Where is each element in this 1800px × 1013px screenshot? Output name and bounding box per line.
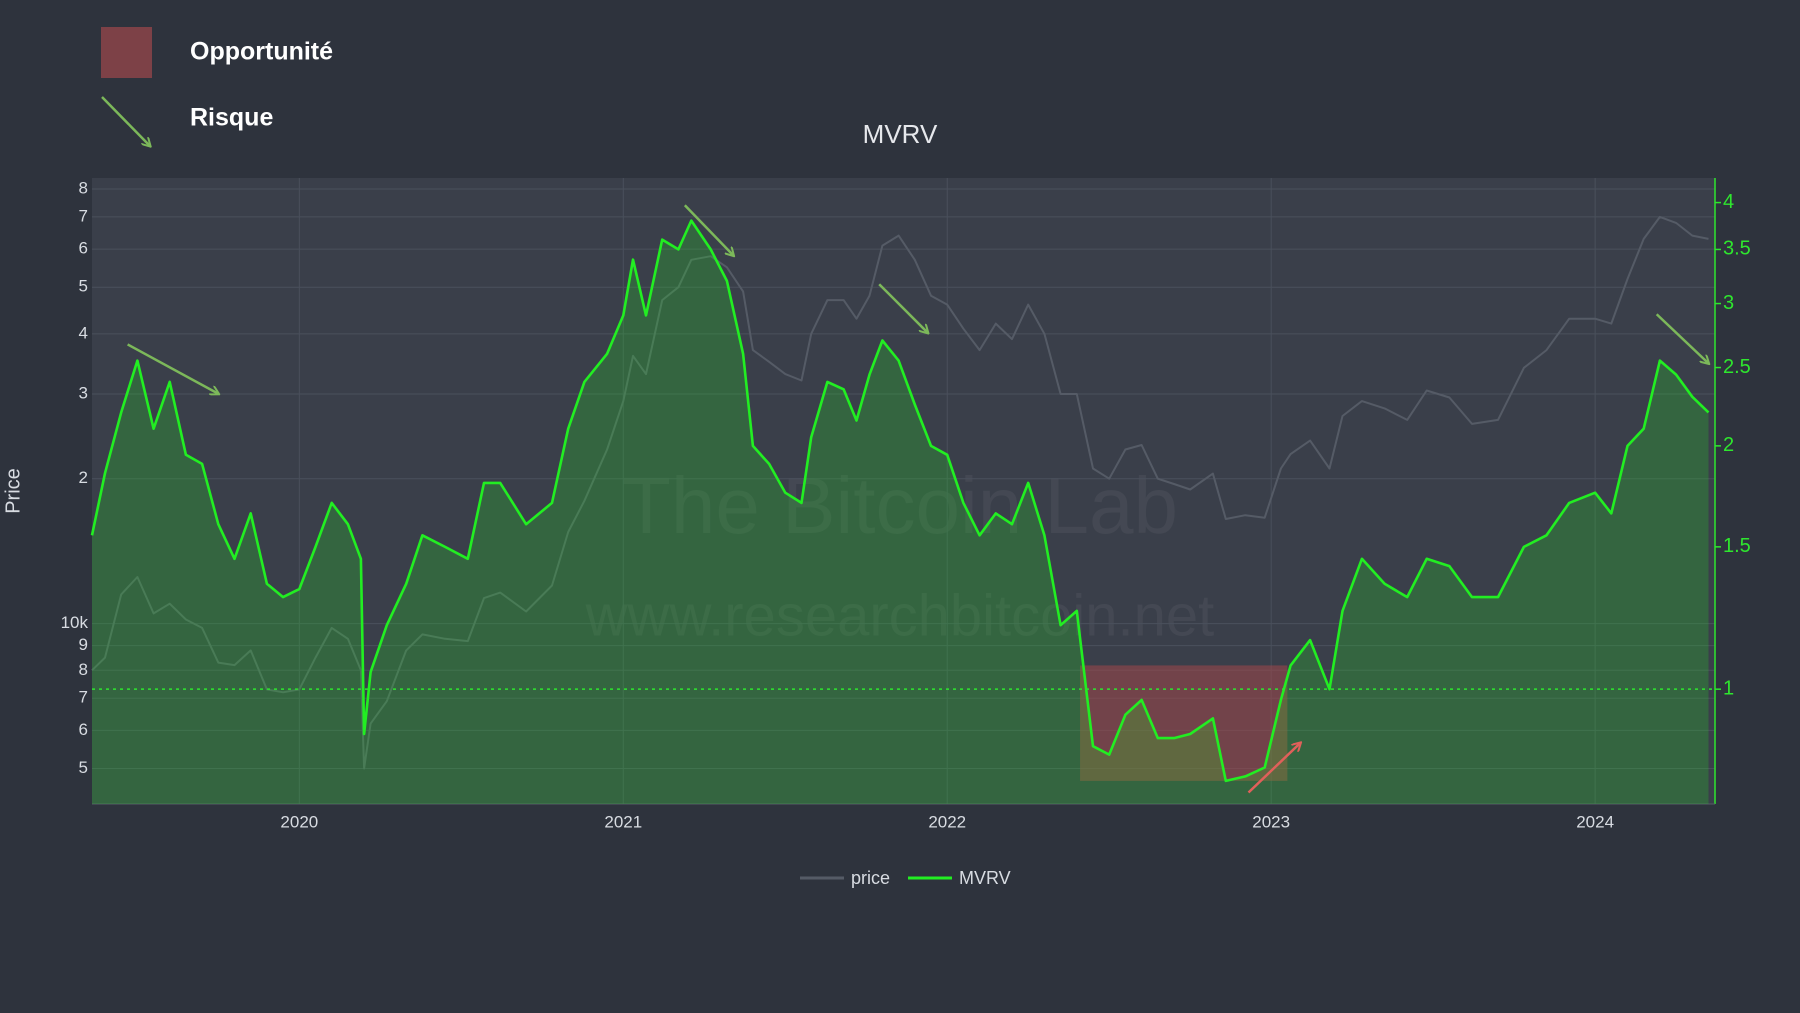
y-tick-label: 9 — [79, 635, 88, 654]
y-tick-label: 4 — [79, 323, 88, 342]
legend-arrow — [101, 96, 150, 146]
risk-arrow — [683, 204, 734, 255]
watermark: www.researchbitcoin.net — [585, 583, 1215, 648]
y2-tick-label: 1.5 — [1723, 535, 1751, 557]
risk-arrow — [127, 343, 219, 393]
y-tick-label: 7 — [79, 688, 88, 707]
y-axis-title: Price — [2, 468, 24, 514]
legend-label: Opportunité — [190, 38, 333, 66]
risk-arrow — [878, 283, 928, 333]
legend-label: price — [851, 868, 890, 888]
y-tick-label: 6 — [79, 720, 88, 739]
chart-title: MVRV — [863, 119, 938, 149]
y-tick-label: 5 — [79, 277, 88, 296]
x-tick-label: 2022 — [928, 812, 966, 831]
y2-tick-label: 3 — [1723, 292, 1734, 314]
x-tick-label: 2021 — [604, 812, 642, 831]
x-tick-label: 2024 — [1576, 812, 1614, 831]
y-tick-label: 8 — [79, 660, 88, 679]
y-tick-label: 5 — [79, 758, 88, 777]
y-tick-label: 2 — [79, 468, 88, 487]
mvrv-area — [92, 220, 1709, 805]
legend-label: MVRV — [959, 868, 1011, 888]
risk-arrow — [1655, 313, 1709, 363]
legend-swatch — [101, 27, 152, 78]
y-tick-label: 7 — [79, 206, 88, 225]
y2-tick-label: 4 — [1723, 191, 1734, 213]
opportunity-arrow — [1247, 743, 1301, 794]
y2-tick-label: 2 — [1723, 434, 1734, 456]
x-tick-label: 2020 — [280, 812, 318, 831]
y-tick-label: 3 — [79, 383, 88, 402]
opportunity-zone — [1080, 665, 1288, 781]
y2-tick-label: 1 — [1723, 677, 1734, 699]
series-line — [90, 219, 1710, 783]
x-tick-label: 2023 — [1252, 812, 1290, 831]
y2-tick-label: 3.5 — [1723, 238, 1751, 260]
legend-label: Risque — [190, 104, 273, 132]
y-tick-label: 8 — [79, 178, 88, 197]
watermark: The Bitcoin Lab — [622, 461, 1178, 550]
y-tick-label: 10k — [61, 613, 89, 632]
y2-tick-label: 2.5 — [1723, 356, 1751, 378]
y-tick-label: 6 — [79, 239, 88, 258]
series-line — [91, 215, 1709, 770]
